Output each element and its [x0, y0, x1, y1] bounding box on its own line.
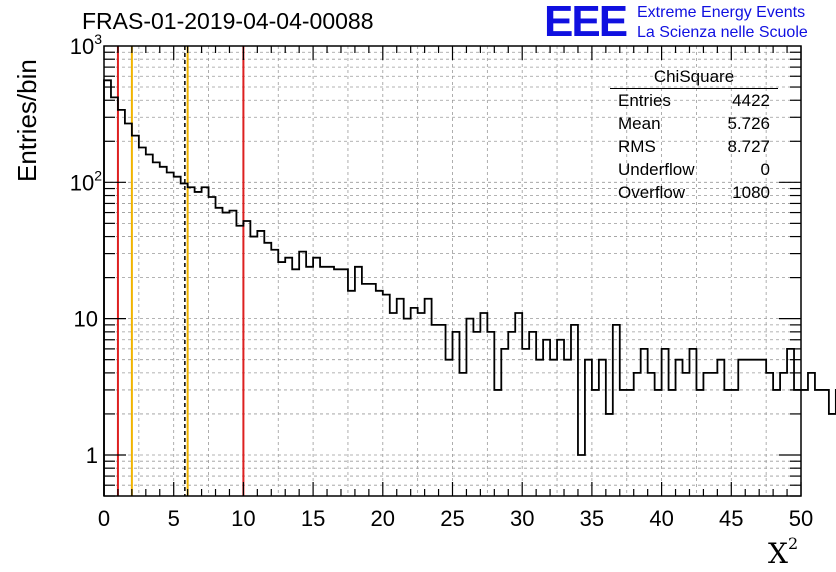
y-tick-label: 102	[70, 167, 102, 195]
logo-mark: EEE	[544, 0, 628, 46]
x-tick-label: 25	[440, 506, 464, 531]
axis-ticks	[103, 46, 802, 497]
x-tick-label: 45	[719, 506, 743, 531]
x-tick-labels: 0 5 10 15 20 25 30 35 40 45 50	[98, 506, 813, 531]
x-tick-label: 40	[649, 506, 673, 531]
x-axis-label: X2	[768, 534, 798, 570]
x-tick-label: 15	[301, 506, 325, 531]
stat-value: 5.726	[727, 114, 770, 133]
stats-title: ChiSquare	[610, 66, 778, 89]
stat-row-mean: Mean 5.726	[610, 112, 778, 135]
stat-row-rms: RMS 8.727	[610, 135, 778, 158]
stat-value: 1080	[732, 183, 770, 202]
stat-row-underflow: Underflow 0	[610, 158, 778, 181]
stat-label: Entries	[618, 91, 671, 110]
logo-line-2: La Scienza nelle Scuole	[637, 24, 808, 41]
stat-value: 0	[760, 160, 770, 179]
x-axis-label-text: X	[768, 537, 788, 570]
x-tick-label: 5	[168, 506, 180, 531]
x-tick-label: 0	[98, 506, 110, 531]
x-tick-label: 50	[789, 506, 813, 531]
page-title: FRAS-01-2019-04-04-00088	[82, 8, 374, 34]
stat-label: Underflow	[618, 160, 695, 179]
y-tick-label: 10	[74, 307, 98, 332]
x-tick-label: 35	[580, 506, 604, 531]
stat-label: Overflow	[618, 183, 686, 202]
x-tick-label: 30	[510, 506, 534, 531]
stats-box: ChiSquare Entries 4422 Mean 5.726 RMS 8.…	[610, 66, 778, 204]
logo-line-1: Extreme Energy Events	[637, 4, 806, 21]
y-tick-label: 103	[70, 31, 102, 59]
histogram-series	[103, 79, 836, 496]
stat-value: 4422	[732, 91, 770, 110]
grid-lines	[104, 46, 801, 496]
x-axis-label-exponent: 2	[787, 534, 799, 553]
stat-row-overflow: Overflow 1080	[610, 181, 778, 204]
stat-label: RMS	[618, 137, 656, 156]
x-tick-label: 20	[371, 506, 395, 531]
stat-value: 8.727	[727, 137, 770, 156]
x-tick-label: 10	[231, 506, 255, 531]
stat-row-entries: Entries 4422	[610, 89, 778, 112]
stat-label: Mean	[618, 114, 661, 133]
y-tick-label: 1	[86, 443, 98, 468]
threshold-lines	[116, 46, 245, 496]
